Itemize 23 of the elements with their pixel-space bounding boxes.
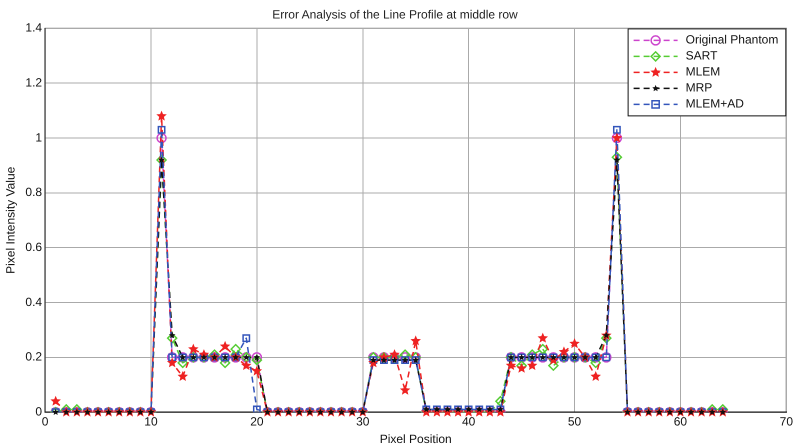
x-tick-label: 50 <box>568 414 582 429</box>
legend-label: MRP <box>686 80 712 95</box>
legend-label: SART <box>686 48 718 63</box>
chart-title: Error Analysis of the Line Profile at middle row <box>272 8 518 22</box>
y-tick-label: 1 <box>35 130 42 144</box>
y-axis-title: Pixel Intensity Value <box>4 166 18 274</box>
x-tick-label: 60 <box>674 414 688 429</box>
x-tick-label: 30 <box>356 414 370 429</box>
legend-label: MLEM <box>686 64 720 79</box>
y-tick-label: 0.8 <box>25 185 42 200</box>
x-axis-title: Pixel Position <box>380 432 452 446</box>
y-tick-label: 0 <box>35 404 42 419</box>
legend-label: MLEM+AD <box>686 96 744 111</box>
x-tick-label: 20 <box>250 414 264 429</box>
y-tick-label: 0.4 <box>25 294 42 309</box>
x-tick-label: 10 <box>144 414 158 429</box>
x-tick-label: 70 <box>780 414 794 429</box>
legend-label: Original Phantom <box>686 32 778 47</box>
x-tick-label: 40 <box>462 414 476 429</box>
y-tick-label: 0.6 <box>25 240 42 254</box>
y-tick-label: 1.2 <box>25 76 42 90</box>
y-tick-label: 1.4 <box>25 20 42 35</box>
y-tick-label: 0.2 <box>25 350 42 364</box>
